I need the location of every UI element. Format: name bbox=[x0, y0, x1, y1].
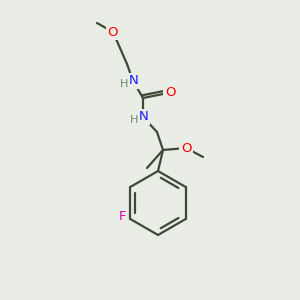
Text: H: H bbox=[120, 79, 128, 89]
Text: H: H bbox=[130, 115, 138, 125]
Text: N: N bbox=[139, 110, 149, 124]
Text: F: F bbox=[118, 211, 126, 224]
Text: O: O bbox=[165, 85, 175, 98]
Text: O: O bbox=[108, 26, 118, 38]
Text: O: O bbox=[181, 142, 191, 154]
Text: N: N bbox=[129, 74, 139, 88]
